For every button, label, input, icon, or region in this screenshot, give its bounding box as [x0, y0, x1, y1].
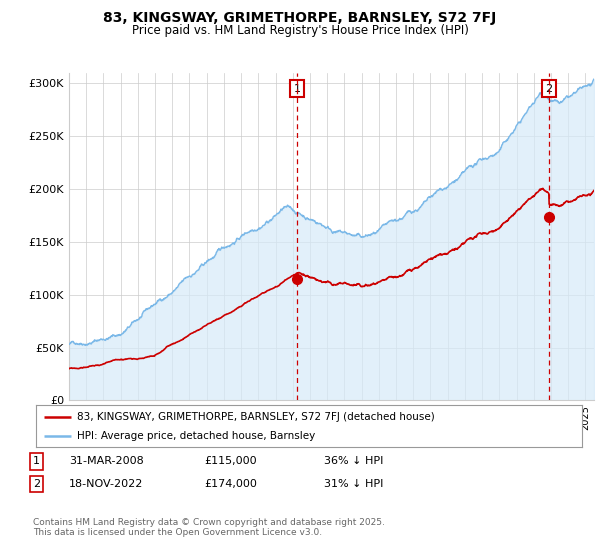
Text: 2: 2 — [545, 83, 553, 94]
Text: 1: 1 — [293, 83, 301, 94]
Text: £115,000: £115,000 — [204, 456, 257, 466]
Text: 36% ↓ HPI: 36% ↓ HPI — [324, 456, 383, 466]
Text: 18-NOV-2022: 18-NOV-2022 — [69, 479, 143, 489]
Text: 83, KINGSWAY, GRIMETHORPE, BARNSLEY, S72 7FJ (detached house): 83, KINGSWAY, GRIMETHORPE, BARNSLEY, S72… — [77, 412, 434, 422]
Text: Price paid vs. HM Land Registry's House Price Index (HPI): Price paid vs. HM Land Registry's House … — [131, 24, 469, 36]
Text: 31% ↓ HPI: 31% ↓ HPI — [324, 479, 383, 489]
Text: Contains HM Land Registry data © Crown copyright and database right 2025.
This d: Contains HM Land Registry data © Crown c… — [33, 518, 385, 538]
Text: 2: 2 — [33, 479, 40, 489]
Text: 31-MAR-2008: 31-MAR-2008 — [69, 456, 144, 466]
Text: £174,000: £174,000 — [204, 479, 257, 489]
Text: HPI: Average price, detached house, Barnsley: HPI: Average price, detached house, Barn… — [77, 431, 315, 441]
Text: 83, KINGSWAY, GRIMETHORPE, BARNSLEY, S72 7FJ: 83, KINGSWAY, GRIMETHORPE, BARNSLEY, S72… — [103, 11, 497, 25]
Text: 1: 1 — [33, 456, 40, 466]
